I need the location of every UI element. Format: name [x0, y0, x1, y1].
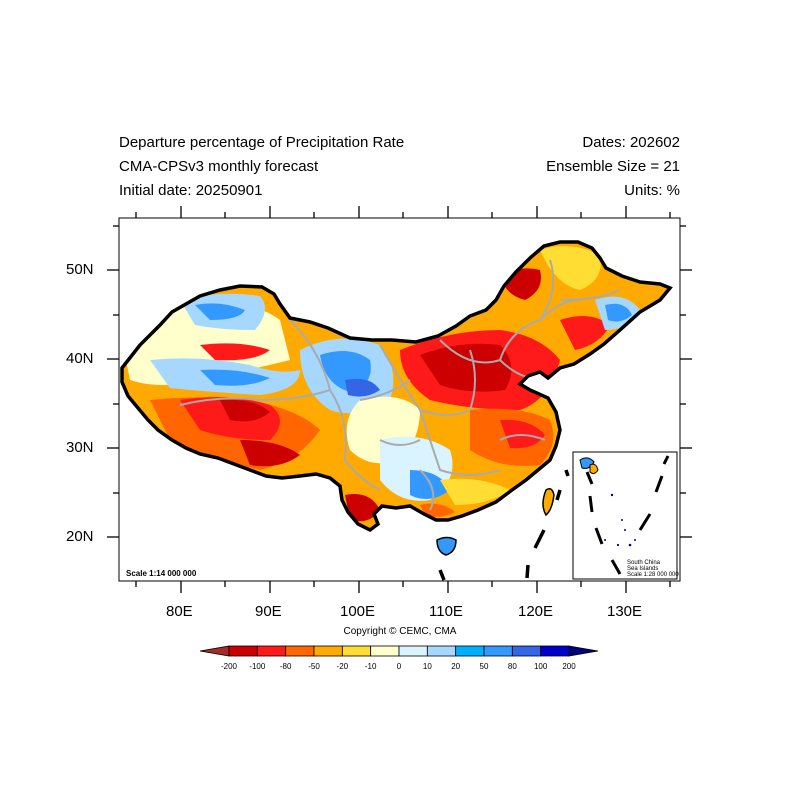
colorbar-swatch-11	[511, 645, 542, 657]
lon-label-130e: 130E	[607, 603, 643, 620]
lon-label-100e: 100E	[340, 603, 376, 620]
model-subtitle: CMA-CPSv3 monthly forecast	[119, 158, 319, 175]
colorbar-label: -20	[336, 662, 349, 671]
taiwan-island	[542, 488, 555, 517]
colorbar-swatch-3	[285, 645, 315, 657]
forecast-dates: Dates: 202602	[582, 134, 680, 151]
colorbar-swatch-10	[483, 645, 513, 657]
copyright-note: Copyright © CEMC, CMA	[343, 626, 457, 637]
colorbar-label: 80	[507, 662, 517, 671]
colorbar-label: 20	[451, 662, 461, 671]
inset-frame	[572, 451, 678, 580]
colorbar-swatch-4	[313, 645, 343, 657]
colorbar	[199, 645, 599, 657]
inset-islands	[604, 493, 636, 547]
lon-label-80e: 80E	[166, 603, 193, 620]
colorbar-label: 0	[396, 662, 402, 671]
inset-coast	[589, 463, 599, 475]
colorbar-swatch-2	[256, 645, 287, 657]
colorbar-label: -200	[220, 662, 238, 671]
lat-label-30n: 30N	[66, 439, 94, 456]
sea-boundary-dashes	[438, 469, 570, 581]
inset-title-line1: South China	[627, 560, 661, 566]
colorbar-swatch-7	[398, 645, 428, 657]
colorbar-swatch-0	[199, 645, 230, 657]
colorbar-swatch-8	[426, 645, 457, 657]
lon-label-90e: 90E	[255, 603, 282, 620]
lat-label-50n: 50N	[66, 261, 94, 278]
colorbar-swatch-5	[341, 645, 372, 657]
inset-title-line2: Sea Islands	[627, 566, 659, 572]
units-label: Units: %	[624, 182, 680, 199]
province-boundaries	[179, 259, 621, 511]
colorbar-swatch-13	[568, 645, 599, 657]
map-scale-note: Scale 1:14 000 000	[126, 569, 197, 578]
inset-dashes	[585, 455, 670, 575]
axis-ticks	[107, 206, 692, 593]
colorbar-swatch-9	[455, 645, 485, 657]
colorbar-label: 100	[533, 662, 548, 671]
colorbar-swatch-12	[540, 645, 570, 657]
colorbar-label: -80	[279, 662, 292, 671]
colorbar-swatch-1	[228, 645, 258, 657]
map-title: Departure percentage of Precipitation Ra…	[119, 134, 405, 151]
lat-label-40n: 40N	[66, 350, 94, 367]
initial-date: Initial date: 20250901	[119, 182, 263, 199]
colorbar-swatch-6	[370, 645, 400, 657]
ensemble-size: Ensemble Size = 21	[546, 158, 680, 175]
colorbar-label: 10	[422, 662, 432, 671]
hainan-island	[436, 536, 457, 556]
colorbar-label: -50	[308, 662, 320, 671]
inset-scale-note: Scale 1:28 000 000	[627, 572, 679, 578]
lat-label-20n: 20N	[66, 528, 94, 545]
colorbar-label: 200	[562, 662, 576, 671]
colorbar-label: -100	[249, 662, 266, 671]
colorbar-label: -10	[364, 662, 377, 671]
lon-label-110e: 110E	[429, 603, 463, 620]
colorbar-label: 50	[479, 662, 489, 671]
lon-label-120e: 120E	[518, 603, 554, 620]
